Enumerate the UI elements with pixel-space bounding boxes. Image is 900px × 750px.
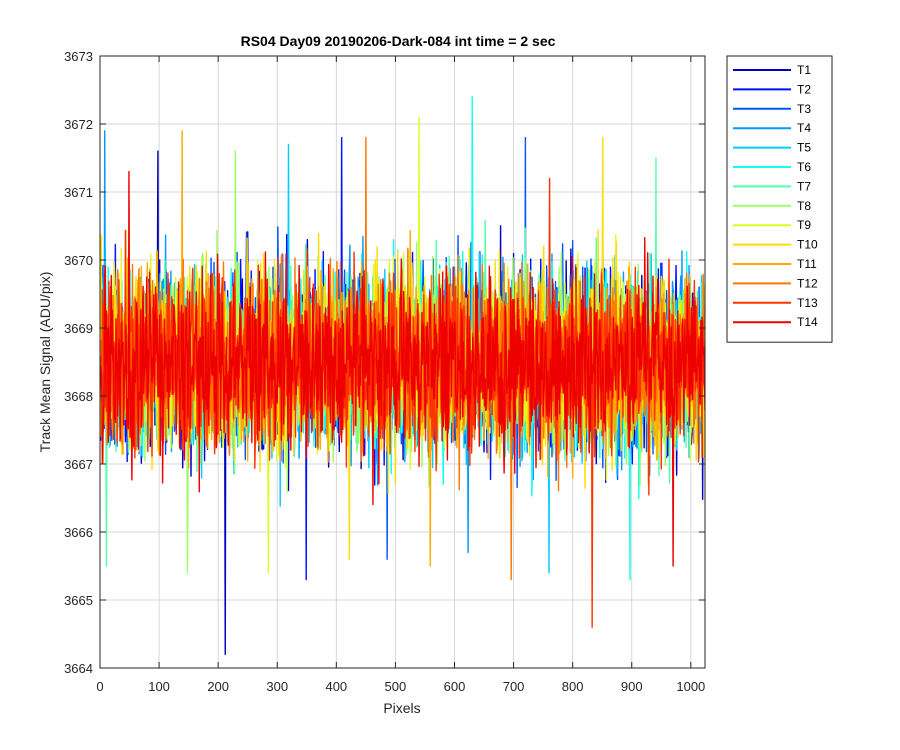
y-tick-label: 3672	[64, 117, 93, 132]
legend[interactable]: T1 T2 T3 T4 T5 T6 T7 T8 T9 T10 T11 T12 T13 T14	[726, 55, 833, 343]
y-tick-label: 3673	[64, 49, 93, 64]
x-tick-label: 700	[503, 679, 525, 694]
y-tick-label: 3670	[64, 253, 93, 268]
legend-label-t13[interactable]: T13	[797, 296, 818, 310]
y-tick-label: 3671	[64, 185, 93, 200]
y-tick-label: 3666	[64, 525, 93, 540]
y-tick-label: 3667	[64, 457, 93, 472]
x-tick-label: 900	[621, 679, 643, 694]
x-tick-label: 600	[444, 679, 466, 694]
plot-frame	[99, 55, 706, 669]
legend-label-t14[interactable]: T14	[797, 315, 818, 329]
legend-label-t9[interactable]: T9	[797, 218, 811, 232]
x-axis-title: Pixels	[383, 700, 420, 716]
legend-label-t7[interactable]: T7	[797, 179, 811, 193]
x-tick-label: 0	[96, 679, 103, 694]
legend-label-t8[interactable]: T8	[797, 199, 811, 213]
legend-box	[726, 55, 833, 343]
series-line-t14	[100, 170, 705, 567]
x-tick-label: 300	[266, 679, 288, 694]
x-tick-label: 100	[148, 679, 170, 694]
legend-label-t10[interactable]: T10	[797, 238, 818, 252]
axis-ticks: 0 100 200 300 400 500 600 700 800 900 1000 3664 3665…	[64, 49, 705, 694]
legend-label-t3[interactable]: T3	[797, 102, 811, 116]
y-tick-label: 3664	[64, 661, 93, 676]
x-tick-label: 200	[207, 679, 229, 694]
legend-label-t2[interactable]: T2	[797, 82, 811, 96]
legend-label-t11[interactable]: T11	[797, 257, 817, 271]
y-axis-title: Track Mean Signal (ADU/pix)	[37, 272, 53, 453]
legend-label-t1[interactable]: T1	[797, 63, 811, 77]
legend-label-t5[interactable]: T5	[797, 141, 811, 155]
y-tick-label: 3665	[64, 593, 93, 608]
legend-label-t4[interactable]: T4	[797, 121, 811, 135]
chart-title: RS04 Day09 20190206-Dark-084 int time = …	[241, 33, 556, 49]
y-tick-label: 3668	[64, 389, 93, 404]
x-tick-label: 800	[562, 679, 584, 694]
legend-label-t6[interactable]: T6	[797, 160, 811, 174]
x-tick-label: 500	[385, 679, 407, 694]
legend-label-t12[interactable]: T12	[797, 276, 818, 290]
x-tick-label: 1000	[676, 679, 705, 694]
series-layer	[100, 96, 705, 656]
y-tick-label: 3669	[64, 321, 93, 336]
x-tick-label: 400	[325, 679, 347, 694]
